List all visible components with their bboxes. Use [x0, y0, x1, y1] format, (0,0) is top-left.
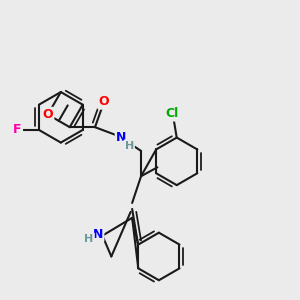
- Text: Cl: Cl: [166, 107, 179, 120]
- Text: N: N: [116, 131, 126, 144]
- Text: O: O: [43, 108, 53, 121]
- Text: H: H: [84, 234, 94, 244]
- Text: N: N: [93, 228, 103, 241]
- Text: O: O: [99, 95, 109, 108]
- Text: F: F: [13, 123, 22, 136]
- Text: H: H: [124, 141, 134, 151]
